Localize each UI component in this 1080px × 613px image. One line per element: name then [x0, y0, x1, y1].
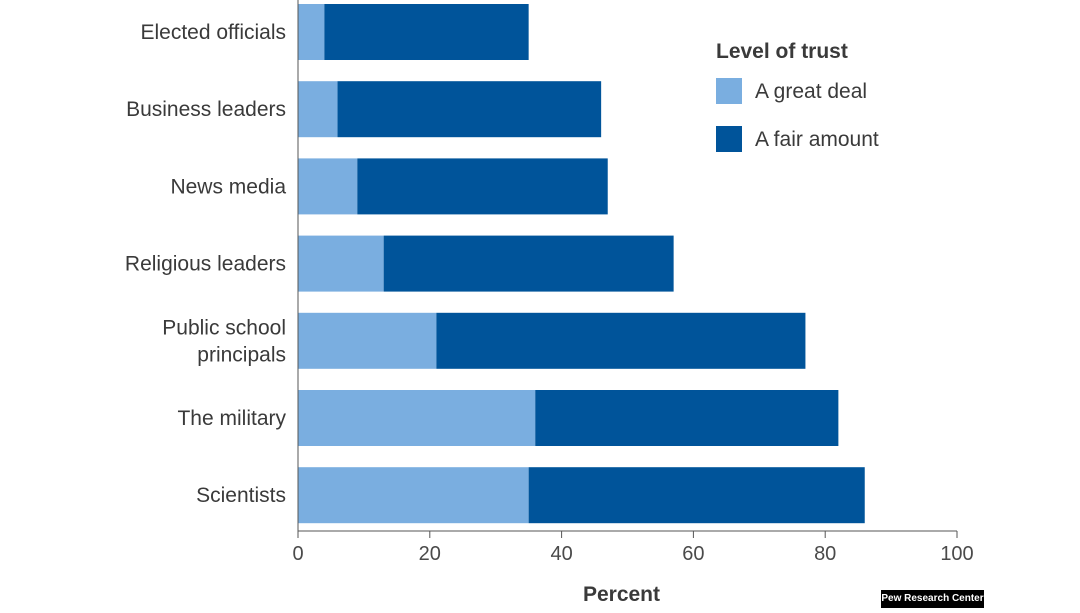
x-tick-label-100: 100	[940, 543, 973, 565]
category-labels: Elected officials Business leaders News me…	[125, 21, 287, 507]
x-tick-label-20: 20	[419, 543, 441, 565]
x-tick-label-0: 0	[292, 543, 303, 565]
bars-layer	[298, 4, 865, 524]
source-credit: Pew Research Center	[881, 590, 984, 608]
x-axis-title: Percent	[583, 583, 660, 606]
bar-great-deal-1	[298, 81, 338, 138]
legend: Level of trust A great deal A fair amount	[716, 40, 879, 152]
category-label-3: Religious leaders	[125, 253, 286, 276]
bar-great-deal-0	[298, 4, 325, 60]
x-tick-label-80: 80	[814, 543, 836, 565]
legend-swatch-fair-amount	[716, 126, 742, 152]
category-label-5: The military	[177, 407, 286, 430]
bar-great-deal-6	[298, 467, 529, 524]
x-tick-label-60: 60	[682, 543, 704, 565]
bar-fair-amount-6	[528, 467, 865, 524]
x-axis: 0 20 40 60 80 100 Percent	[292, 0, 974, 606]
category-label-4: Public school principals	[162, 316, 286, 366]
bar-fair-amount-2	[357, 158, 608, 215]
legend-label-great-deal: A great deal	[755, 80, 867, 103]
bar-fair-amount-3	[383, 235, 674, 292]
category-label-1: Business leaders	[126, 98, 286, 121]
legend-title: Level of trust	[716, 40, 848, 63]
legend-label-fair-amount: A fair amount	[755, 128, 879, 151]
bar-fair-amount-1	[337, 81, 602, 138]
x-tick-label-40: 40	[550, 543, 572, 565]
bar-fair-amount-0	[324, 4, 529, 60]
bar-great-deal-4	[298, 312, 437, 369]
category-label-0: Elected officials	[140, 21, 286, 44]
category-label-6: Scientists	[196, 484, 286, 507]
bar-fair-amount-5	[535, 390, 839, 446]
category-label-2: News media	[170, 175, 286, 198]
bar-great-deal-3	[298, 235, 384, 292]
bar-great-deal-5	[298, 390, 536, 446]
bar-fair-amount-4	[436, 312, 806, 369]
bar-great-deal-2	[298, 158, 358, 215]
legend-swatch-great-deal	[716, 78, 742, 104]
